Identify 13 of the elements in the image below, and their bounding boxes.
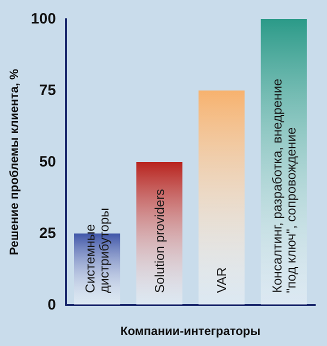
x-tick-label: Системные дистрибуторы [82, 208, 112, 293]
y-tick-label: 100 [30, 10, 56, 28]
x-tick-label: Консалтинг, разработка, внедрение "под ключ", сопровождение [269, 78, 298, 293]
bar [136, 162, 182, 305]
x-tick-label: VAR [214, 267, 230, 293]
y-axis-title: Решение проблемы клиента, % [7, 68, 21, 256]
y-tick-label: 75 [39, 82, 56, 99]
bar [198, 90, 245, 305]
y-tick-label: 0 [48, 296, 56, 314]
x-axis-title: Компании-интеграторы [120, 324, 261, 338]
x-tick-label: Solution providers [152, 188, 167, 293]
y-tick-label: 50 [39, 154, 56, 170]
y-tick-label: 25 [39, 225, 56, 242]
